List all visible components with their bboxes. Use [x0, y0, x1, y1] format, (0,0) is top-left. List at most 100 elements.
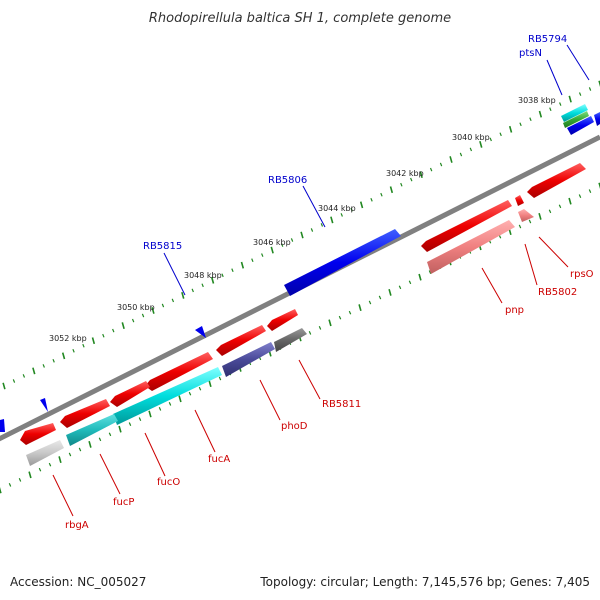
track-dot	[378, 295, 382, 300]
gene-fuco-cds[interactable]	[110, 381, 150, 407]
track-dot	[318, 326, 322, 330]
track-dot	[210, 276, 215, 284]
gene-fucp-rna-2[interactable]	[66, 414, 118, 446]
gene-label-rb5794[interactable]: RB5794	[528, 34, 567, 45]
track-dot	[428, 270, 432, 274]
gene-label-rb5815[interactable]: RB5815	[143, 241, 182, 252]
gene-rpso-cds[interactable]	[527, 163, 586, 198]
track-dot	[559, 102, 562, 106]
tick-label: 3038 kbp	[518, 96, 556, 105]
inner-dot-track	[0, 182, 600, 494]
track-dot	[310, 228, 314, 232]
track-dot	[549, 107, 552, 112]
track-dot	[489, 137, 492, 142]
tick-label: 3048 kbp	[184, 271, 222, 280]
track-dot	[98, 437, 102, 442]
track-dot	[178, 395, 182, 403]
track-dot	[8, 483, 12, 487]
track-dot	[121, 322, 125, 330]
track-dot	[201, 283, 204, 288]
track-dot	[449, 156, 453, 163]
track-dot	[68, 452, 72, 457]
gene-rb5794-arrow[interactable]	[594, 112, 600, 126]
gene-ptsn[interactable]	[563, 111, 589, 128]
gene-label-pnp[interactable]: pnp	[505, 305, 524, 316]
kbp-tick-labels: 3038 kbp 3040 kbp 3042 kbp 3044 kbp 3046…	[49, 96, 556, 343]
track-dot	[108, 432, 112, 437]
track-dot	[28, 471, 32, 479]
small-feature-marker[interactable]	[40, 398, 48, 412]
gene-label-rbga[interactable]: rbgA	[65, 520, 89, 531]
edge-feature-marker[interactable]	[0, 419, 5, 432]
track-dot	[58, 456, 62, 464]
gene-label-ptsn[interactable]: ptsN	[519, 48, 542, 59]
gene-pnp-rna[interactable]	[427, 220, 515, 274]
gene-rb5806[interactable]	[284, 229, 401, 296]
gene-rbga-cds[interactable]	[20, 423, 56, 445]
track-dot	[12, 379, 16, 383]
gene-label-rb5811[interactable]: RB5811	[322, 399, 361, 410]
track-dot	[418, 273, 422, 281]
gene-rb5802-cds[interactable]	[515, 195, 524, 206]
track-dot	[359, 201, 364, 209]
track-dot	[208, 380, 212, 388]
track-dot	[38, 467, 42, 472]
tick-label: 3046 kbp	[253, 238, 291, 247]
track-dot	[338, 315, 342, 320]
track-dot	[188, 391, 192, 396]
gene-label-fuco[interactable]: fucO	[157, 477, 180, 488]
tick-label: 3040 kbp	[452, 133, 490, 142]
gene-phod-cds[interactable]	[216, 325, 266, 356]
track-dot	[32, 367, 36, 375]
gene-fucp-rna[interactable]	[113, 367, 222, 425]
track-dot	[578, 194, 582, 198]
gene-phod-rna[interactable]	[222, 342, 275, 377]
track-dot	[408, 280, 412, 285]
gene-rbga-rna[interactable]	[26, 440, 64, 466]
track-dot	[112, 328, 115, 333]
topology-text: Topology: circular; Length: 7,145,576 bp…	[259, 575, 590, 589]
track-dot	[588, 189, 592, 193]
track-dot	[368, 300, 372, 305]
gene-label-fucp[interactable]: fucP	[113, 497, 134, 508]
gene-rb5815-marker[interactable]	[195, 326, 206, 338]
track-dot	[419, 171, 423, 179]
gene-ptsn-rna[interactable]	[561, 104, 588, 122]
gene-rb5811-cds[interactable]	[267, 309, 298, 331]
track-dot	[261, 253, 264, 257]
track-dot	[328, 319, 332, 327]
track-dot	[499, 132, 502, 137]
track-dot	[518, 224, 522, 229]
track-dot	[181, 291, 185, 299]
accession-text: Accession: NC_005027	[10, 575, 146, 589]
track-dot	[588, 87, 592, 91]
track-dot	[340, 213, 343, 217]
gene-rb5802-rna[interactable]	[518, 209, 534, 222]
gene-rb5794-feature[interactable]	[567, 116, 594, 135]
track-dot	[410, 177, 413, 182]
track-dot	[389, 186, 394, 194]
map-title: Rhodopirellula baltica SH 1, complete ge…	[149, 11, 451, 26]
track-dot	[42, 364, 45, 368]
track-dot	[18, 478, 22, 482]
gene-label-fuca[interactable]: fucA	[208, 454, 230, 465]
track-dot	[529, 117, 532, 122]
tick-label: 3052 kbp	[49, 334, 87, 343]
track-dot	[290, 238, 294, 242]
tick-label: 3050 kbp	[117, 303, 155, 312]
track-dot	[61, 352, 66, 360]
gene-label-phod[interactable]: phoD	[281, 421, 308, 432]
gene-label-rb5806[interactable]: RB5806	[268, 175, 307, 186]
gene-fuca-cds[interactable]	[145, 352, 213, 391]
track-dot	[388, 288, 392, 296]
track-dot	[528, 219, 532, 224]
gene-fucp-cds[interactable]	[60, 399, 110, 428]
track-dot	[578, 92, 582, 96]
track-dot	[131, 318, 135, 323]
gene-label-rpso[interactable]: rpsO	[570, 269, 594, 280]
minus-strand-features	[20, 163, 586, 466]
track-dot	[350, 207, 353, 212]
gene-pnp-cds[interactable]	[421, 200, 512, 252]
gene-rb5811-rna[interactable]	[274, 328, 307, 352]
gene-label-rb5802[interactable]: RB5802	[538, 287, 577, 298]
